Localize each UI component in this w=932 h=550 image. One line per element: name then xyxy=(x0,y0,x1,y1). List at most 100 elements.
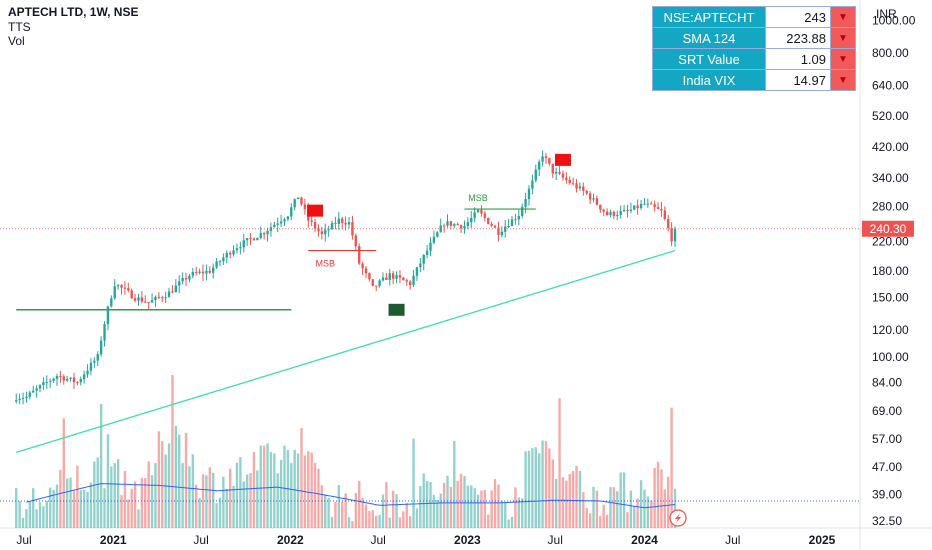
volume-bar xyxy=(439,493,442,528)
candle-body xyxy=(327,229,330,231)
candle-body xyxy=(371,279,374,286)
candle-body xyxy=(208,270,211,273)
candle-body xyxy=(612,211,616,216)
candle-body xyxy=(310,220,313,222)
indicator-vol-label[interactable]: Vol xyxy=(8,34,25,48)
price-tag: 240.30 xyxy=(870,222,907,236)
signal-marker xyxy=(554,153,571,166)
candle-body xyxy=(205,270,208,274)
candle-body xyxy=(408,281,412,286)
volume-bar xyxy=(405,502,408,528)
volume-bar xyxy=(388,517,391,528)
volume-bar xyxy=(337,485,341,528)
volume-bar xyxy=(167,443,171,528)
candle-body xyxy=(354,235,358,247)
volume-bar xyxy=(242,481,245,528)
candle-body xyxy=(432,236,436,243)
y-tick-label: 280.00 xyxy=(872,199,909,213)
candle-body xyxy=(96,354,99,361)
candle-body xyxy=(622,209,626,212)
candle-body xyxy=(650,203,653,205)
candle-body xyxy=(616,214,619,216)
volume-bar xyxy=(453,440,456,528)
candle-body xyxy=(296,197,300,200)
indicator-tts-label[interactable]: TTS xyxy=(8,20,31,34)
volume-bar xyxy=(245,474,249,528)
candle-body xyxy=(184,278,188,280)
candle-body xyxy=(167,291,171,298)
volume-bar xyxy=(626,512,629,528)
info-table: NSE:APTECHT 243 ▼ SMA 124 223.88 ▼ SRT V… xyxy=(652,6,856,91)
candle-body xyxy=(222,257,225,262)
candle-body xyxy=(541,156,544,162)
candle-body xyxy=(25,396,28,399)
volume-bar xyxy=(636,498,639,528)
candle-body xyxy=(188,275,191,280)
volume-bar xyxy=(619,472,622,528)
candle-body xyxy=(42,382,45,386)
volume-bar xyxy=(269,452,273,528)
candle-body xyxy=(273,224,276,228)
info-value: 1.09 xyxy=(765,48,831,70)
volume-bar xyxy=(408,516,412,528)
currency-label[interactable]: INR xyxy=(876,7,897,21)
candle-body xyxy=(276,223,279,225)
candle-body xyxy=(619,211,622,215)
volume-bar xyxy=(228,468,232,528)
volume-bar xyxy=(565,480,568,528)
candle-body xyxy=(531,180,534,189)
candle-body xyxy=(334,223,337,225)
volume-bar xyxy=(391,490,395,528)
volume-bar xyxy=(347,517,351,528)
volume-bar xyxy=(514,487,517,528)
volume-bar xyxy=(395,494,398,528)
candle-body xyxy=(425,250,429,255)
volume-bar xyxy=(521,498,524,528)
volume-bar xyxy=(667,476,670,528)
candle-body xyxy=(568,179,571,184)
candle-body xyxy=(239,247,242,249)
volume-bar xyxy=(480,490,483,528)
volume-bar xyxy=(643,489,646,528)
candle-body xyxy=(256,237,259,241)
candle-body xyxy=(317,228,320,232)
candle-body xyxy=(490,223,493,226)
candle-body xyxy=(266,230,269,235)
candle-body xyxy=(303,204,307,210)
volume-bar xyxy=(449,486,453,528)
volume-bar xyxy=(653,467,656,528)
volume-bar xyxy=(575,465,578,528)
volume-bar xyxy=(239,457,242,528)
volume-bar xyxy=(147,461,150,528)
candle-body xyxy=(385,277,388,280)
candle-body xyxy=(52,378,55,381)
candle-body xyxy=(320,231,324,235)
volume-bar xyxy=(656,461,660,528)
volume-bar xyxy=(35,509,38,528)
candle-body xyxy=(21,398,25,400)
volume-bar xyxy=(198,498,201,528)
volume-bar xyxy=(18,500,21,528)
volume-bar xyxy=(605,514,609,528)
candle-body xyxy=(103,324,106,341)
candle-body xyxy=(504,226,507,232)
candle-body xyxy=(59,375,62,377)
candle-body xyxy=(79,379,82,383)
volume-bar xyxy=(646,496,650,528)
volume-bar xyxy=(82,489,86,528)
candle-body xyxy=(110,298,113,307)
volume-bar xyxy=(49,487,52,528)
candle-body xyxy=(195,272,198,274)
candle-body xyxy=(113,286,116,299)
volume-bar xyxy=(279,459,283,528)
candle-body xyxy=(374,285,378,287)
volume-bar xyxy=(235,462,239,528)
info-row: SMA 124 223.88 ▼ xyxy=(652,27,856,49)
volume-bar xyxy=(181,462,184,528)
volume-bar xyxy=(150,475,154,528)
candle-body xyxy=(127,288,130,291)
volume-bar xyxy=(76,465,79,528)
candle-body xyxy=(123,287,127,289)
down-arrow-icon: ▼ xyxy=(830,6,856,28)
